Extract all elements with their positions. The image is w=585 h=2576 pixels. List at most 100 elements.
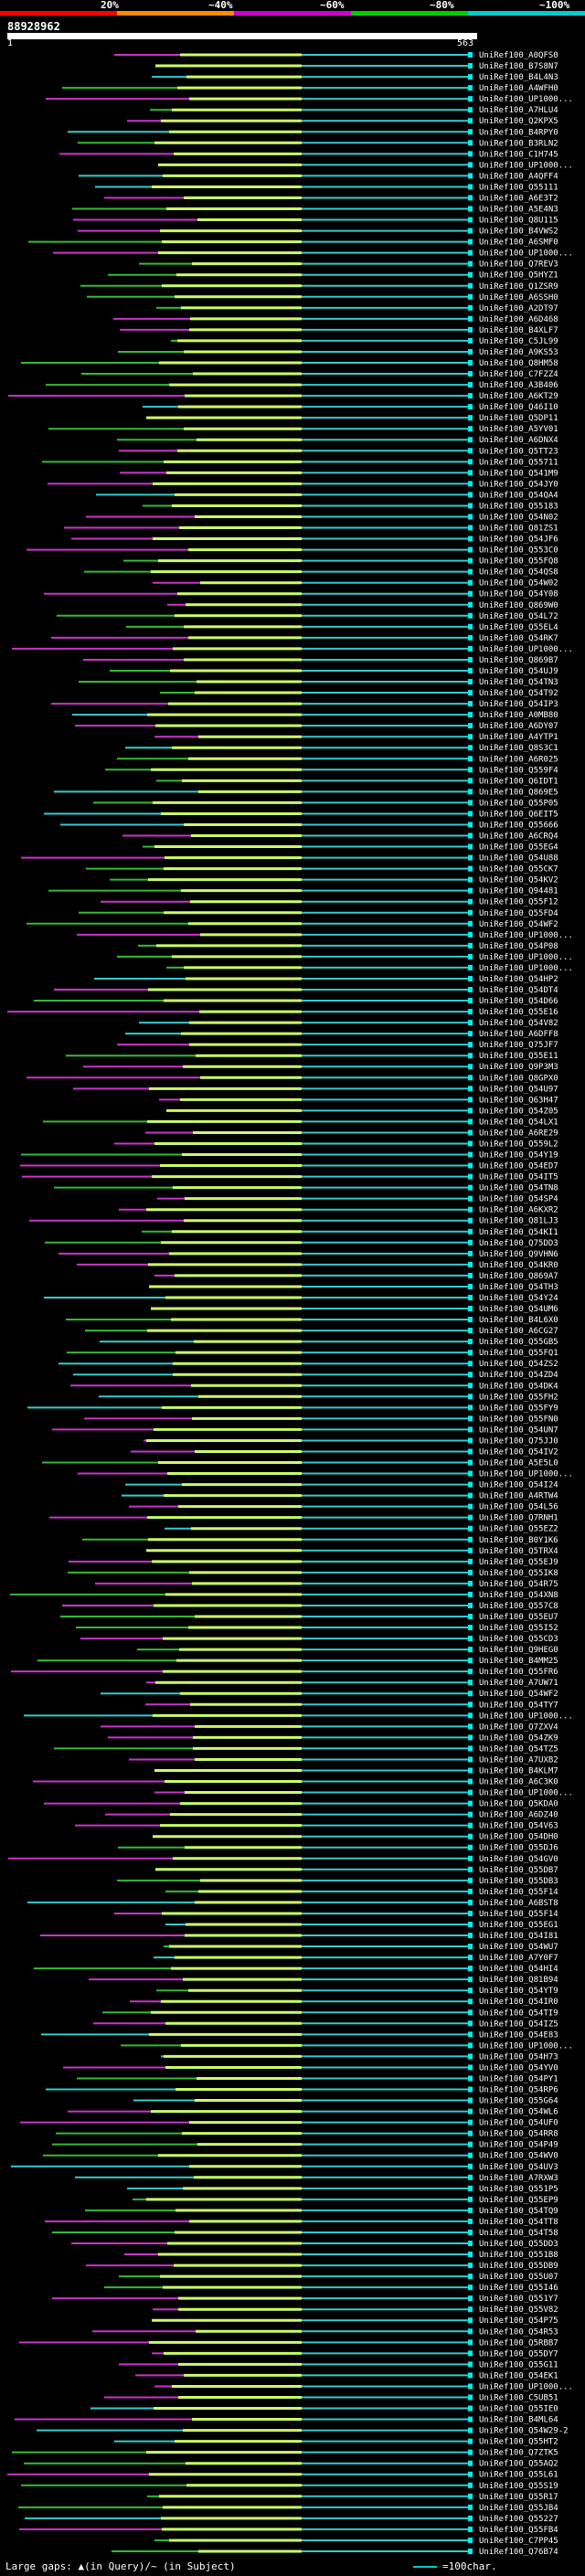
hit-row: UniRef100_A3B406 bbox=[46, 381, 558, 390]
hit-label: UniRef100_B4L6X0 bbox=[479, 1316, 558, 1325]
hit-end-marker bbox=[468, 107, 473, 113]
hit-label: UniRef100_Q55FQ8 bbox=[479, 557, 558, 567]
hit-end-marker bbox=[468, 1317, 473, 1323]
hit-label: UniRef100_A6SSH0 bbox=[479, 293, 558, 302]
hit-row: UniRef100_Q81LJ3 bbox=[29, 1217, 558, 1226]
hit-label: UniRef100_Q55IK8 bbox=[479, 1569, 558, 1578]
hit-label: UniRef100_Q869B7 bbox=[479, 656, 558, 665]
hit-row: UniRef100_Q55E11 bbox=[66, 1052, 558, 1061]
hit-label: UniRef100_Q7RNH1 bbox=[479, 1514, 558, 1523]
hit-row: UniRef100_Q54TY7 bbox=[145, 1701, 558, 1710]
hit-row: UniRef100_A4QFF4 bbox=[79, 172, 558, 181]
hit-label: UniRef100_A6KT29 bbox=[479, 392, 558, 401]
hit-row: UniRef100_Q54WV0 bbox=[43, 2152, 558, 2161]
hit-end-marker bbox=[468, 2263, 473, 2269]
hit-end-marker bbox=[468, 2229, 473, 2235]
hit-row: UniRef100_Q54I81 bbox=[40, 1932, 558, 1941]
hit-label: UniRef100_Q55666 bbox=[479, 821, 558, 830]
hit-label: UniRef100_Q55183 bbox=[479, 502, 558, 511]
hit-end-marker bbox=[468, 2339, 473, 2346]
hit-label: UniRef100_Q5TRX4 bbox=[479, 1547, 558, 1556]
hit-row: UniRef100_Q9HEG0 bbox=[137, 1646, 558, 1655]
hit-row: UniRef100_Q55S19 bbox=[21, 2482, 558, 2491]
hit-label: UniRef100_Q54I81 bbox=[479, 1932, 558, 1941]
hit-row: UniRef100_Q55HT2 bbox=[114, 2438, 558, 2447]
hit-end-marker bbox=[468, 260, 473, 267]
hit-label: UniRef100_Q75JF7 bbox=[479, 1041, 558, 1050]
hit-label: UniRef100_Q55GB5 bbox=[479, 1338, 558, 1347]
hit-end-marker bbox=[468, 1691, 473, 1697]
hit-end-marker bbox=[468, 360, 473, 366]
hit-end-marker bbox=[468, 898, 473, 905]
hit-end-marker bbox=[468, 2383, 473, 2390]
hit-label: UniRef100_Q55EJ9 bbox=[479, 1558, 558, 1567]
hit-row: UniRef100_Q55CK7 bbox=[86, 865, 558, 875]
hit-end-marker bbox=[468, 1680, 473, 1686]
hit-end-marker bbox=[468, 2097, 473, 2104]
hit-end-marker bbox=[468, 1448, 473, 1455]
hit-end-marker bbox=[468, 1701, 473, 1708]
hit-row: UniRef100_Q54TI9 bbox=[102, 2009, 558, 2018]
hit-row: UniRef100_Q54QA4 bbox=[96, 491, 558, 500]
hit-end-marker bbox=[468, 2295, 473, 2302]
hit-label: UniRef100_A5E5L0 bbox=[479, 1459, 558, 1468]
hit-end-marker bbox=[468, 2515, 473, 2521]
hit-label: UniRef100_Q55FB4 bbox=[479, 2526, 558, 2535]
hit-end-marker bbox=[468, 2350, 473, 2357]
hit-label: UniRef100_Q54T92 bbox=[479, 689, 558, 698]
hit-label: UniRef100_Q54ZS2 bbox=[479, 1360, 558, 1369]
hit-label: UniRef100_Q55DY7 bbox=[479, 2349, 558, 2359]
hit-label: UniRef100_C7FZZ4 bbox=[479, 370, 558, 379]
hit-end-marker bbox=[468, 1031, 473, 1037]
hit-label: UniRef100_Q54DT4 bbox=[479, 986, 558, 995]
hit-label: UniRef100_A3B406 bbox=[479, 381, 558, 390]
hit-row: UniRef100_UP1000... bbox=[77, 931, 573, 940]
hit-row: UniRef100_A6DFF8 bbox=[125, 1030, 558, 1039]
hit-end-marker bbox=[468, 1789, 473, 1796]
hit-label: UniRef100_Q55U07 bbox=[479, 2273, 558, 2282]
hit-label: UniRef100_Q54TN3 bbox=[479, 678, 558, 687]
hit-end-marker bbox=[468, 1547, 473, 1553]
hit-row: UniRef100_Q54Y24 bbox=[44, 1294, 558, 1303]
hit-end-marker bbox=[468, 1712, 473, 1719]
hit-label: UniRef100_Q54TN8 bbox=[479, 1184, 558, 1193]
hit-row: UniRef100_A7Y0F7 bbox=[154, 1954, 558, 1963]
hit-end-marker bbox=[468, 2196, 473, 2202]
hit-end-marker bbox=[468, 1437, 473, 1444]
hit-end-marker bbox=[468, 2042, 473, 2049]
hit-row: UniRef100_B4KLM7 bbox=[154, 1766, 558, 1776]
hit-end-marker bbox=[468, 1658, 473, 1664]
hit-end-marker bbox=[468, 282, 473, 289]
hit-label: UniRef100_Q54ZD4 bbox=[479, 1371, 558, 1380]
hit-end-marker bbox=[468, 1394, 473, 1400]
hit-label: UniRef100_Q54IR0 bbox=[479, 1998, 558, 2007]
hit-label: UniRef100_Q559F4 bbox=[479, 766, 558, 775]
hit-row: UniRef100_A4YTP1 bbox=[154, 733, 558, 742]
hit-row: UniRef100_B4VWS2 bbox=[78, 228, 558, 237]
legend-swatch-orange bbox=[117, 11, 234, 16]
hit-end-marker bbox=[468, 293, 473, 300]
hit-label: UniRef100_Q54JY0 bbox=[479, 480, 558, 489]
hit-end-marker bbox=[468, 1933, 473, 1939]
hit-label: UniRef100_A4RTW4 bbox=[479, 1492, 558, 1501]
hit-row: UniRef100_Q54ZS2 bbox=[58, 1360, 558, 1369]
hit-end-marker bbox=[468, 2284, 473, 2291]
hit-label: UniRef100_Q54KI1 bbox=[479, 1228, 558, 1237]
hit-label: UniRef100_Q54WF2 bbox=[479, 920, 558, 929]
hit-end-marker bbox=[468, 2163, 473, 2169]
hit-label: UniRef100_A7UW71 bbox=[479, 1679, 558, 1688]
hit-label: UniRef100_Q54Y24 bbox=[479, 1294, 558, 1303]
hit-row: UniRef100_UP1000... bbox=[121, 2041, 573, 2051]
hit-end-marker bbox=[468, 2526, 473, 2532]
hit-row: UniRef100_Q54GV0 bbox=[8, 1855, 558, 1864]
hit-end-marker bbox=[468, 2218, 473, 2224]
hit-row: UniRef100_UP1000... bbox=[46, 95, 573, 104]
hit-label: UniRef100_A6E3T2 bbox=[479, 194, 558, 203]
hit-row: UniRef100_Q75JJ0 bbox=[144, 1436, 558, 1446]
hit-end-marker bbox=[468, 811, 473, 817]
hit-label: UniRef100_Q54E83 bbox=[479, 2030, 558, 2040]
hit-row: UniRef100_Q54W29-2 bbox=[37, 2427, 569, 2436]
hit-row: UniRef100_Q54WF2 bbox=[101, 1690, 558, 1699]
hit-end-marker bbox=[468, 1745, 473, 1752]
hit-end-marker bbox=[468, 1822, 473, 1829]
